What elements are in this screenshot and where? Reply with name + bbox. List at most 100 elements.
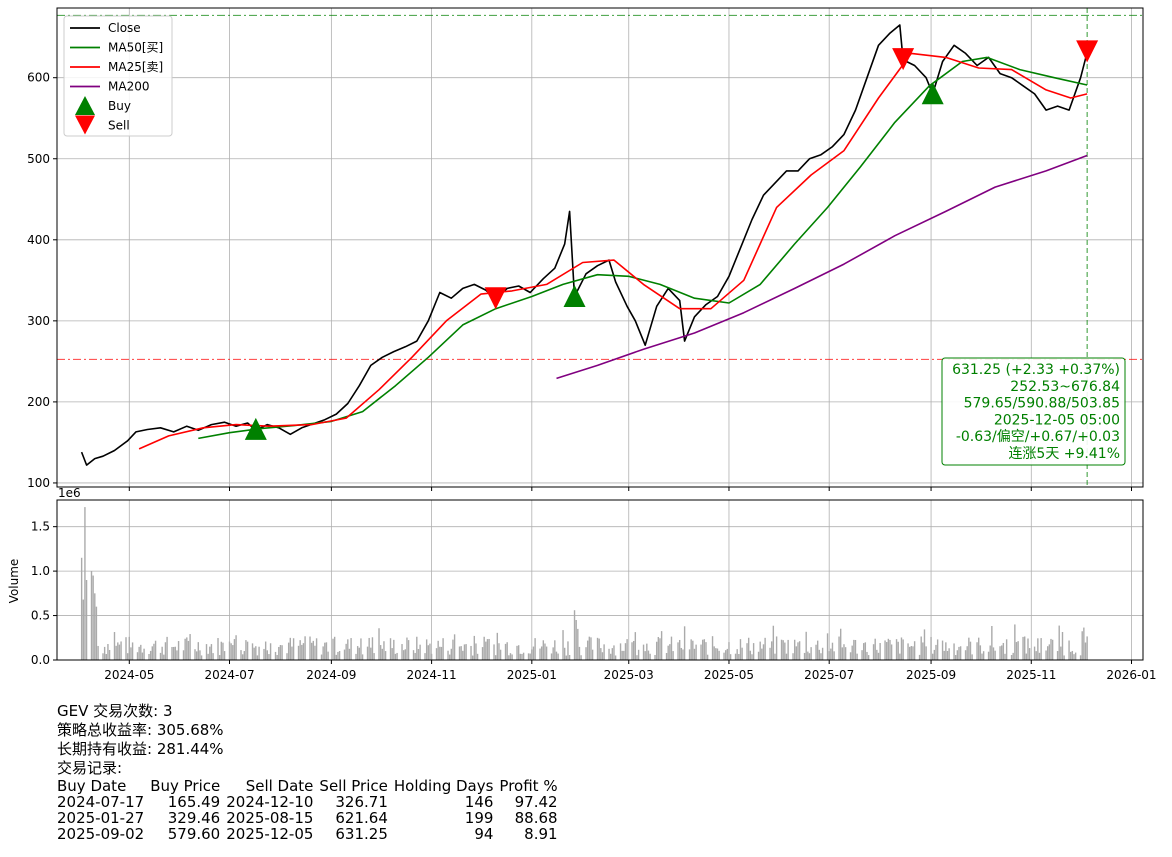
- volume-bar: [232, 645, 234, 660]
- volume-bar: [452, 639, 454, 660]
- volume-bar: [654, 654, 656, 660]
- header-holding-days: Holding Days: [393, 777, 494, 795]
- legend-label: MA25[卖]: [108, 60, 163, 74]
- volume-bar: [565, 655, 568, 660]
- header-buy-date: Buy Date: [57, 777, 127, 795]
- volume-bar: [935, 644, 937, 660]
- volume-bar: [759, 641, 761, 660]
- volume-bar: [792, 653, 794, 660]
- volume-bar: [884, 640, 886, 660]
- volume-bar: [425, 639, 428, 660]
- volume-bar: [1022, 636, 1024, 660]
- volume-bar: [358, 647, 361, 660]
- volume-bar: [669, 644, 671, 660]
- volume-bar: [726, 648, 729, 660]
- volume-bar: [713, 646, 715, 660]
- volume-bar: [176, 650, 178, 660]
- volume-bar: [706, 654, 709, 660]
- volume-bar: [522, 652, 525, 660]
- volume-bars: [80, 507, 1088, 660]
- volume-bar: [946, 650, 949, 660]
- volume-bar: [384, 651, 387, 660]
- volume-bar: [728, 642, 730, 660]
- volume-bar: [322, 646, 324, 660]
- volume-bar: [900, 637, 903, 660]
- volume-bar: [1005, 639, 1008, 660]
- trade-buy-price: 165.49: [167, 793, 221, 811]
- volume-bar: [678, 639, 681, 660]
- volume-bar: [189, 634, 191, 660]
- volume-bar: [427, 645, 430, 660]
- volume-bar: [194, 649, 196, 660]
- volume-bar: [964, 650, 967, 660]
- legend-label: MA200: [108, 80, 149, 94]
- volume-bar: [519, 653, 522, 660]
- volume-bar: [994, 650, 996, 660]
- summary-trade-count: GEV 交易次数: 3: [57, 702, 173, 720]
- legend: Close MA50[买] MA25[卖] MA200 Buy Sell: [63, 15, 173, 137]
- volume-bar: [573, 610, 576, 660]
- volume-bar: [475, 643, 477, 660]
- volume-bar: [521, 653, 523, 660]
- volume-bar: [310, 642, 313, 660]
- volume-bar: [586, 640, 589, 660]
- volume-bar: [368, 637, 370, 660]
- volume-bar: [435, 648, 438, 660]
- volume-bar: [391, 648, 393, 660]
- volume-bar: [821, 647, 824, 660]
- volume-bar: [131, 642, 134, 660]
- volume-bar: [143, 648, 145, 660]
- volume-bar: [209, 646, 211, 660]
- volume-bar: [798, 641, 801, 660]
- info-line: 连涨5天 +9.41%: [1008, 446, 1120, 462]
- volume-bar: [601, 652, 604, 660]
- volume-bar: [987, 651, 990, 660]
- volume-bar: [222, 642, 224, 660]
- volume-bar: [808, 653, 811, 660]
- volume-bar: [757, 651, 760, 660]
- volume-bar: [212, 653, 214, 660]
- volume-bar: [958, 646, 960, 660]
- volume-bar: [912, 646, 914, 660]
- volume-y-tick-label: 0.0: [31, 653, 50, 667]
- volume-bar: [775, 636, 778, 660]
- volume-bar: [839, 628, 842, 660]
- volume-bar: [838, 636, 840, 660]
- volume-bar: [642, 644, 645, 660]
- volume-bar: [348, 648, 351, 660]
- volume-bar: [588, 636, 591, 660]
- volume-bar: [407, 640, 410, 660]
- volume-bar: [1070, 651, 1072, 660]
- volume-bar: [729, 654, 732, 660]
- volume-bar: [361, 654, 364, 660]
- volume-x-axis: 2024-05 2024-07 2024-09 2024-11 2025-01 2025-…: [104, 660, 1157, 682]
- volume-bar: [609, 653, 612, 660]
- volume-bar: [177, 641, 180, 660]
- volume-bar: [770, 641, 773, 660]
- volume-bar: [499, 649, 502, 660]
- volume-bar: [184, 638, 186, 660]
- volume-bar: [922, 642, 924, 660]
- volume-bar: [619, 643, 622, 660]
- volume-bar: [304, 636, 306, 660]
- volume-bar: [908, 646, 911, 660]
- volume-bar: [1002, 642, 1005, 660]
- volume-bar: [752, 643, 755, 660]
- volume-bar: [734, 653, 737, 660]
- volume-bar: [943, 650, 945, 660]
- volume-bar: [355, 653, 357, 660]
- volume-bar: [889, 639, 891, 660]
- volume-bar: [251, 643, 254, 660]
- volume-bar: [473, 635, 476, 660]
- volume-bar: [920, 636, 922, 660]
- volume-bar: [703, 639, 706, 660]
- volume-bar: [338, 651, 341, 660]
- volume-bar: [885, 642, 888, 660]
- volume-bar: [228, 641, 231, 660]
- volume-bar: [861, 650, 863, 660]
- volume-bar: [92, 575, 94, 660]
- volume-bar: [517, 645, 520, 660]
- volume-axis-label: Volume: [7, 559, 21, 604]
- volume-bar: [877, 652, 880, 660]
- volume-bar: [394, 653, 397, 660]
